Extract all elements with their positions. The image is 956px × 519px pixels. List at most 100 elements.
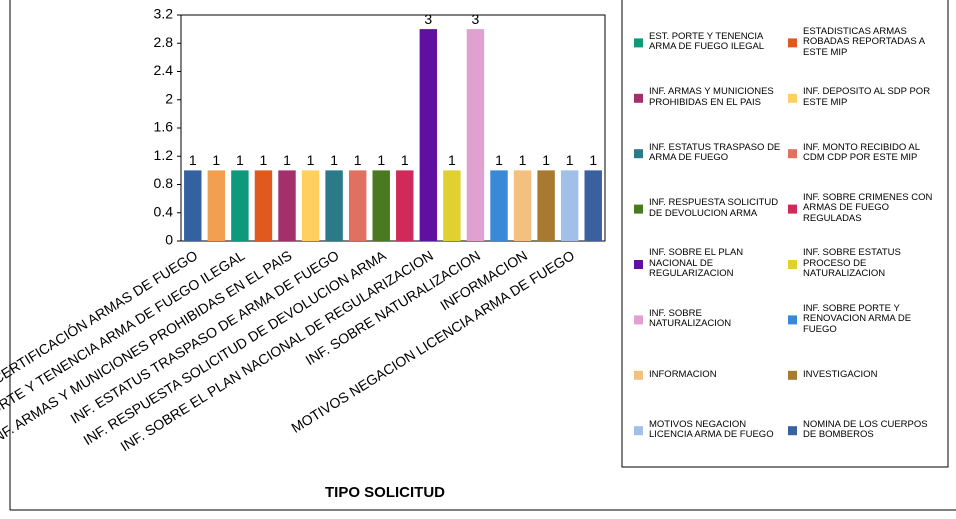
legend-label: INF. ARMAS Y MUNICIONES PROHIBIDAS EN EL… (649, 86, 774, 108)
y-tick-label: 2 (165, 90, 173, 106)
legend-swatch (788, 38, 797, 48)
legend-label: INF. SOBRE CRIMENES CON ARMAS DE FUEGO R… (803, 191, 933, 224)
legend-swatch (788, 204, 797, 214)
legend-label: INVESTIGACION (803, 368, 878, 380)
legend-swatch (634, 370, 643, 380)
value-label: 1 (566, 152, 574, 168)
legend-swatch (634, 204, 643, 214)
y-tick-label: 0.8 (154, 175, 174, 191)
legend-item: INF. MONTO RECIBIDO AL CDM CDP POR ESTE … (803, 141, 920, 164)
bar (372, 170, 390, 241)
value-label: 1 (330, 152, 338, 168)
legend-swatch (788, 149, 797, 159)
legend-label: CASO NO 01023 (803, 0, 938, 14)
value-label: 1 (283, 152, 291, 168)
y-tick-label: 3.2 (154, 6, 174, 22)
legend-swatch (788, 315, 797, 325)
legend-item: INF. SOBRE PORTE Y RENOVACION ARMA DE FU… (803, 302, 912, 335)
value-label: 1 (519, 152, 527, 168)
legend-swatch (788, 93, 797, 103)
legend-swatch (634, 93, 643, 103)
bar (348, 170, 367, 241)
bar (490, 170, 508, 241)
legend-label: INF. DEPOSITO AL SDP POR ESTE MIP (803, 86, 931, 108)
legend-label: CERTIFICACIÓN ARMAS DE FUEGO (649, 0, 784, 14)
legend-item: INF. RESPUESTA SOLICITUD DE DEVOLUCION A… (649, 197, 779, 219)
y-tick-label: 1.2 (154, 147, 174, 163)
legend-item: INFORMACION (649, 368, 717, 380)
legend-label: INF. SOBRE NATURALIZACION (649, 307, 732, 330)
legend-swatch (788, 260, 797, 269)
value-label: 3 (424, 11, 432, 27)
legend-swatch (634, 426, 643, 436)
value-label: 1 (212, 152, 220, 168)
bar (419, 29, 438, 241)
legend-swatch (634, 260, 643, 269)
bar (278, 170, 296, 241)
legend-item: CASO NO 01023 (803, 0, 938, 14)
legend-item: INF. SOBRE EL PLAN NACIONAL DE REGULARIZ… (649, 247, 744, 280)
legend-swatch (788, 370, 797, 380)
value-label: 1 (377, 152, 385, 168)
legend-label: INF. SOBRE ESTATUS PROCESO DE NATURALIZA… (803, 247, 901, 280)
value-label: 1 (236, 152, 244, 168)
legend-item: INF. ESTATUS TRASPASO DE ARMA DE FUEGO (649, 141, 781, 164)
bar (560, 170, 579, 241)
bar (466, 29, 485, 241)
bar (513, 170, 532, 241)
legend-item: MOTIVOS NEGACION LICENCIA ARMA DE FUEGO (649, 418, 774, 441)
bar (325, 170, 343, 241)
bar (301, 170, 320, 241)
y-tick-label: 0 (165, 232, 173, 248)
value-label: 1 (401, 152, 409, 168)
bar (584, 170, 602, 241)
legend-swatch (788, 426, 797, 436)
bar (396, 170, 414, 241)
legend-item: CERTIFICACIÓN ARMAS DE FUEGO (649, 0, 784, 14)
legend-label: INF. SOBRE PORTE Y RENOVACION ARMA DE FU… (803, 302, 912, 335)
legend-item: INF. SOBRE ESTATUS PROCESO DE NATURALIZA… (803, 247, 901, 280)
bar (537, 170, 555, 241)
value-label: 1 (542, 152, 550, 168)
legend-label: MOTIVOS NEGACION LICENCIA ARMA DE FUEGO (649, 418, 774, 441)
legend-label: INF. SOBRE EL PLAN NACIONAL DE REGULARIZ… (649, 247, 744, 280)
value-label: 3 (472, 11, 480, 27)
bar (231, 170, 249, 241)
legend-label: NOMINA DE LOS CUERPOS DE BOMBEROS (803, 418, 928, 441)
bar (254, 170, 273, 241)
value-label: 1 (307, 152, 315, 168)
x-axis-title: TIPO SOLICITUD (325, 484, 445, 501)
legend-label: ESTADISTICAS ARMAS ROBADAS REPORTADAS A … (803, 25, 925, 58)
legend-item: INF. ARMAS Y MUNICIONES PROHIBIDAS EN EL… (649, 86, 774, 108)
legend-item: NOMINA DE LOS CUERPOS DE BOMBEROS (803, 418, 928, 441)
legend-swatch (634, 315, 643, 325)
y-tick-label: 1.6 (154, 119, 174, 135)
legend-label: INF. RESPUESTA SOLICITUD DE DEVOLUCION A… (649, 197, 779, 219)
legend-label: INFORMACION (649, 368, 717, 380)
value-label: 1 (448, 152, 456, 168)
legend-item: ESTADISTICAS ARMAS ROBADAS REPORTADAS A … (803, 25, 925, 58)
legend-box (621, 0, 949, 468)
bar (443, 170, 461, 241)
value-label: 1 (189, 152, 197, 168)
y-tick-label: 0.4 (154, 203, 174, 219)
legend-swatch (634, 149, 643, 159)
legend-item: INF. SOBRE NATURALIZACION (649, 307, 732, 330)
value-label: 1 (260, 152, 268, 168)
value-label: 1 (495, 152, 503, 168)
y-tick-label: 2.8 (154, 34, 174, 50)
bar (184, 170, 202, 241)
legend-label: INF. ESTATUS TRASPASO DE ARMA DE FUEGO (649, 141, 781, 164)
legend-label: INF. MONTO RECIBIDO AL CDM CDP POR ESTE … (803, 141, 920, 164)
bar (207, 170, 226, 241)
legend-item: INF. SOBRE CRIMENES CON ARMAS DE FUEGO R… (803, 191, 933, 224)
value-label: 1 (354, 152, 362, 168)
legend-item: INVESTIGACION (803, 368, 878, 380)
legend-swatch (634, 38, 643, 48)
value-label: 1 (589, 152, 597, 168)
legend-item: INF. DEPOSITO AL SDP POR ESTE MIP (803, 86, 931, 108)
y-tick-label: 2.4 (154, 62, 174, 78)
legend-item: EST. PORTE Y TENENCIA ARMA DE FUEGO ILEG… (649, 30, 765, 53)
legend-label: EST. PORTE Y TENENCIA ARMA DE FUEGO ILEG… (649, 30, 765, 53)
